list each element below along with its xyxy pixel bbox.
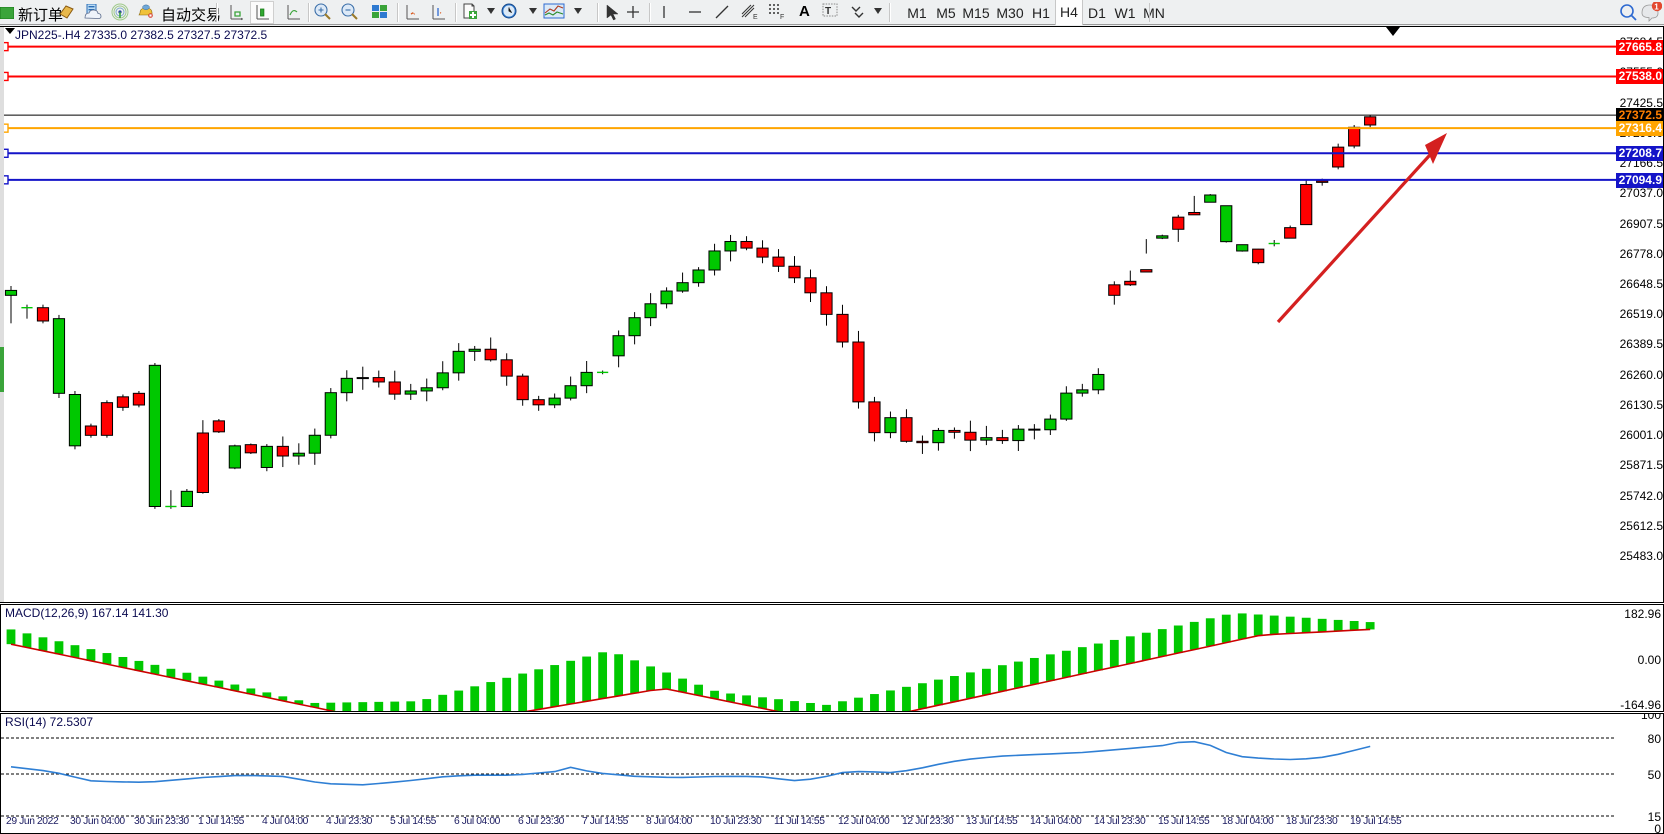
- svg-text:1: 1: [1654, 2, 1659, 11]
- svg-text:E: E: [753, 14, 758, 21]
- svg-text:F: F: [780, 14, 784, 21]
- svg-text:T: T: [825, 6, 831, 17]
